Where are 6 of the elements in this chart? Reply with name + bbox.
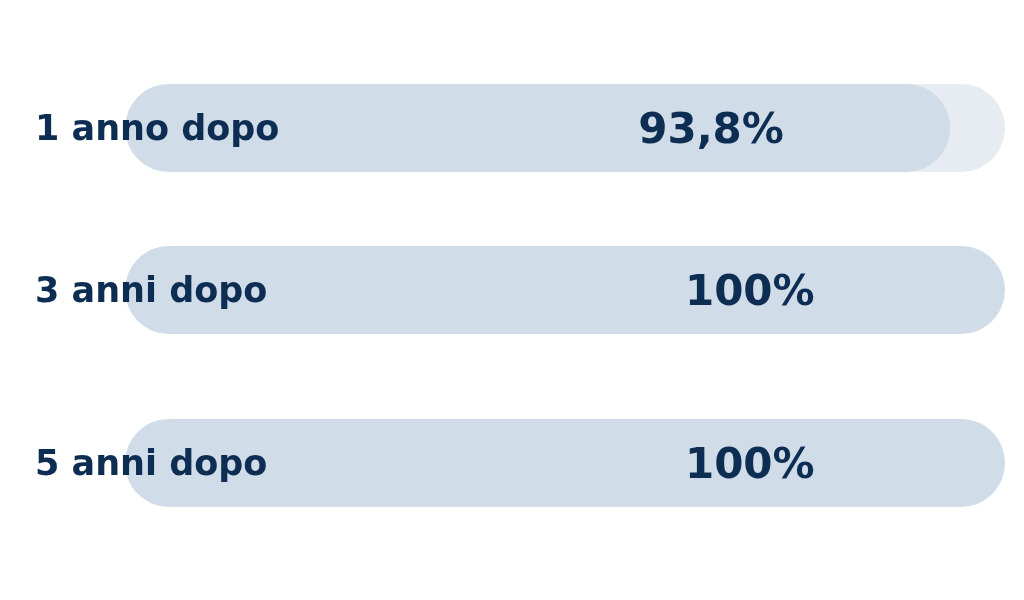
- data-label: 100%: [684, 266, 815, 316]
- data-label: 100%: [684, 439, 815, 489]
- y-tick-label: 3 anni dopo: [35, 270, 268, 311]
- y-tick-label: 1 anno dopo: [35, 108, 280, 149]
- data-label: 93,8%: [638, 104, 784, 154]
- y-tick-label: 5 anni dopo: [35, 443, 268, 484]
